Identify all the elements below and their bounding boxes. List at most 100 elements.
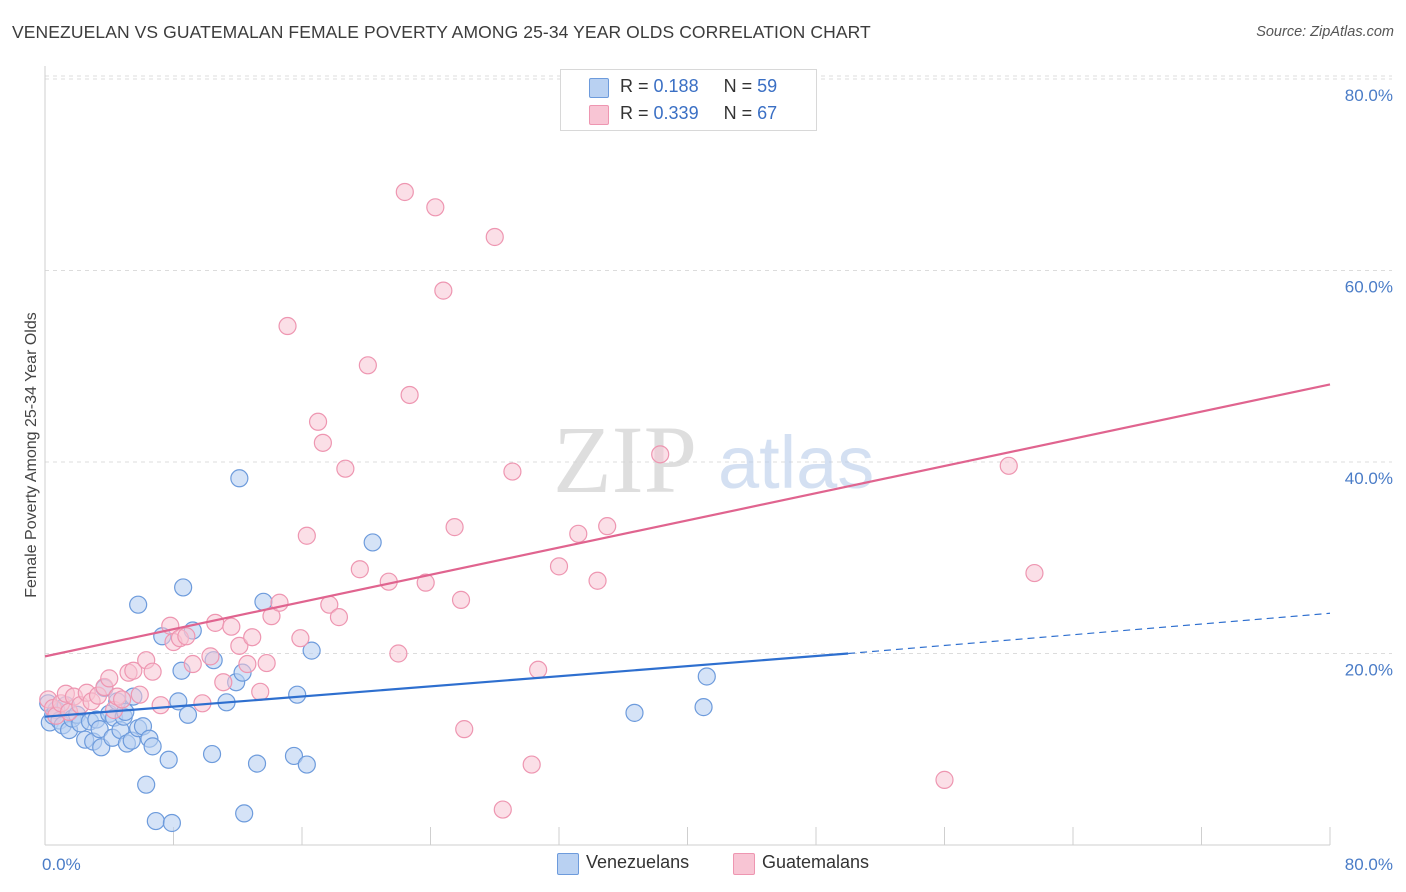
guatemalans-point — [358, 356, 377, 375]
venezuelans-swatch — [589, 78, 609, 98]
guatemalans-point — [1025, 563, 1044, 583]
guatemalans-point — [308, 412, 328, 431]
guatemalans-point — [177, 627, 196, 646]
y-axis-title: Female Poverty Among 25-34 Year Olds — [23, 312, 40, 598]
venezuelans-point — [235, 804, 254, 823]
guatemalans-point — [238, 654, 257, 674]
guatemalans-point — [329, 608, 349, 627]
y-tick-label: 20.0% — [1345, 661, 1393, 680]
legend-n-value: 67 — [757, 103, 778, 123]
tick-labels: 20.0% 40.0% 60.0% 80.0% 0.0% 80.0% — [42, 86, 1393, 874]
source-label: Source: ZipAtlas.com — [1256, 24, 1394, 40]
guatemalans-point — [493, 800, 512, 819]
legend-r-value: 0.188 — [653, 76, 699, 96]
venezuelans-point — [363, 533, 382, 552]
venezuelans-trend-extension — [848, 612, 1331, 655]
guatemalans-point — [569, 524, 588, 543]
legend-r-value: 0.339 — [653, 103, 699, 123]
y-tick-label: 60.0% — [1345, 278, 1393, 297]
guatemalans-point — [291, 629, 310, 648]
guatemalans-point — [651, 445, 670, 464]
legend-n-label: N = — [723, 103, 753, 123]
guatemalans-point — [206, 613, 225, 632]
guatemalans-point — [100, 669, 119, 688]
guatemalans-point — [222, 617, 241, 636]
venezuelans-point — [90, 720, 109, 739]
venezuelans-point — [174, 578, 193, 597]
grid-lines — [45, 75, 1392, 654]
guatemalans-point — [999, 456, 1018, 475]
guatemalans-point — [426, 198, 445, 217]
guatemalans-point — [416, 573, 435, 592]
venezuelans-point — [230, 469, 249, 488]
guatemalans-point — [350, 560, 369, 579]
bottom-legend-label: Venezuelans — [586, 852, 690, 872]
guatemalans-point — [112, 690, 132, 709]
guatemalans-point — [400, 385, 419, 405]
guatemalans-point — [313, 433, 332, 452]
correlation-legend: R = 0.188 N = 59 R = 0.339 N = 67 — [560, 69, 817, 131]
guatemalans-point — [485, 227, 504, 247]
guatemalans-point — [297, 526, 316, 545]
venezuelans-point — [202, 744, 222, 764]
guatemalans-point — [445, 518, 464, 537]
venezuelans-point — [146, 811, 165, 831]
guatemalans-swatch — [733, 853, 755, 875]
guatemalans-point — [389, 644, 408, 663]
guatemalans-point — [451, 590, 471, 609]
watermark: ZIP atlas — [553, 406, 874, 513]
chart-title: VENEZUELAN VS GUATEMALAN FEMALE POVERTY … — [12, 22, 871, 42]
guatemalans-swatch — [589, 105, 609, 125]
venezuelans-point — [137, 775, 156, 794]
guatemalans-point — [434, 281, 453, 300]
guatemalans-point — [257, 653, 276, 673]
y-tick-label: 40.0% — [1345, 469, 1393, 488]
venezuelans-point — [297, 755, 316, 774]
legend-n-label: N = — [723, 76, 753, 96]
y-tick-label: 80.0% — [1345, 86, 1393, 105]
venezuelans-point — [159, 750, 178, 769]
guatemalans-point — [588, 571, 607, 590]
venezuelans-trend-line — [44, 652, 849, 718]
venezuelans-point — [162, 813, 181, 833]
guatemalans-point — [143, 662, 162, 681]
guatemalans-point — [395, 182, 414, 202]
venezuelans-point — [247, 754, 267, 773]
venezuelans-point — [302, 641, 321, 660]
guatemalans-point — [549, 557, 569, 576]
trend-lines — [44, 383, 1331, 718]
watermark-atlas: atlas — [718, 421, 874, 504]
x-tick-label: 80.0% — [1345, 855, 1393, 874]
guatemalans-point — [151, 696, 170, 715]
guatemalans-point — [214, 673, 233, 692]
guatemalans-point — [455, 720, 474, 739]
venezuelans-point — [625, 703, 644, 722]
venezuelans-point — [694, 698, 713, 717]
guatemalans-point — [529, 660, 548, 679]
guatemalans-point — [522, 755, 541, 774]
legend-r-label: R = — [620, 103, 649, 123]
venezuelans-point — [288, 685, 307, 704]
guatemalans-point — [278, 316, 297, 336]
x-tick-label: 0.0% — [42, 855, 81, 874]
guatemalans-point — [124, 661, 143, 680]
guatemalans-points — [39, 182, 1044, 819]
guatemalans-point — [503, 462, 522, 481]
guatemalans-trend-line — [44, 383, 1331, 658]
venezuelans-swatch — [557, 853, 579, 875]
guatemalans-point — [251, 682, 270, 701]
guatemalans-point — [230, 636, 249, 655]
guatemalans-point — [183, 654, 202, 674]
venezuelans-point — [143, 737, 162, 756]
guatemalans-point — [243, 628, 262, 647]
guatemalans-point — [130, 685, 149, 704]
venezuelans-point — [284, 746, 304, 766]
venezuelans-point — [178, 705, 198, 724]
venezuelans-point — [129, 595, 148, 614]
bottom-legend-label: Guatemalans — [762, 852, 870, 872]
legend-n-value: 59 — [757, 76, 778, 96]
guatemalans-point — [201, 647, 220, 666]
guatemalans-point — [336, 459, 355, 478]
legend-r-label: R = — [620, 76, 649, 96]
